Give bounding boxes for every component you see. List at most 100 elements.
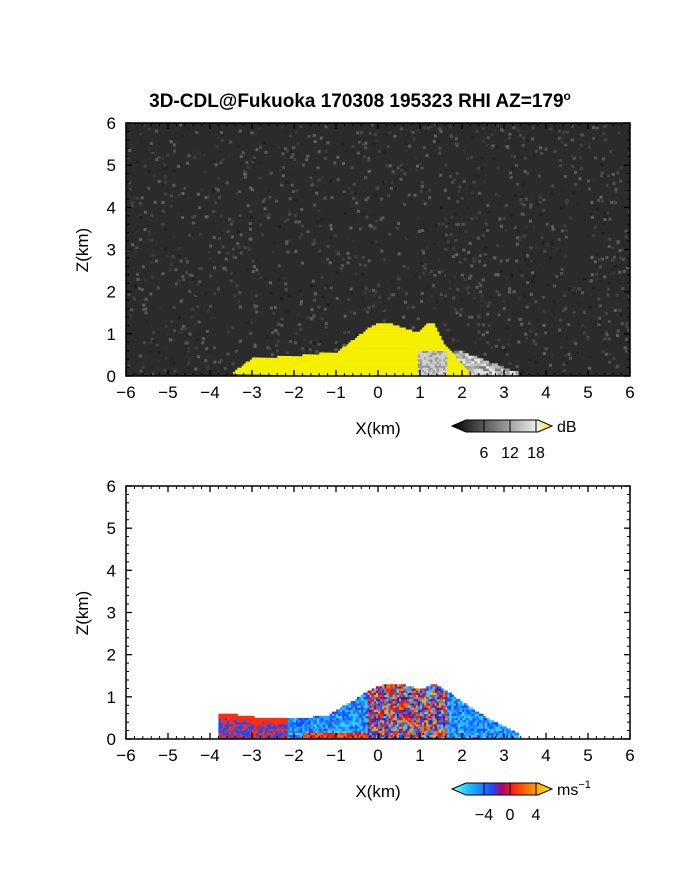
echo-pixel (279, 360, 282, 363)
noise-pixel (236, 242, 240, 246)
velocity-pixel (394, 715, 398, 719)
velocity-pixel (392, 690, 396, 693)
noise-pixel (372, 288, 376, 292)
echo-pixel (405, 365, 408, 368)
noise-pixel (503, 139, 507, 143)
echo-pixel (363, 348, 366, 351)
velocity-pixel (413, 713, 417, 717)
noise-pixel (572, 340, 576, 344)
noise-pixel (542, 146, 546, 150)
noise-pixel (362, 142, 366, 146)
velocity-pixel (365, 726, 368, 729)
velocity-pixel (228, 736, 232, 739)
velocity-pixel (413, 715, 417, 719)
echo-pixel (420, 359, 423, 362)
velocity-pixel (235, 736, 238, 739)
echo-pixel (409, 369, 413, 373)
echo-pixel (438, 365, 442, 368)
noise-pixel (608, 150, 612, 154)
velocity-pixel (392, 732, 396, 736)
echo-pixel (390, 371, 394, 375)
echo-pixel (291, 362, 295, 365)
velocity-pixel (359, 717, 362, 721)
velocity-pixel (386, 684, 389, 687)
velocity-pixel (224, 730, 228, 733)
velocity-pixel (386, 730, 389, 733)
echo-pixel (455, 359, 459, 362)
noise-pixel (608, 237, 612, 241)
echo-pixel (306, 364, 310, 368)
velocity-pixel (350, 730, 354, 733)
velocity-pixel (407, 722, 410, 725)
velocity-pixel (342, 722, 345, 725)
noise-pixel (560, 267, 564, 271)
velocity-pixel (340, 711, 343, 714)
velocity-pixel (409, 722, 413, 725)
echo-pixel (375, 325, 379, 328)
noise-pixel (220, 139, 224, 143)
velocity-pixel (275, 734, 278, 738)
noise-pixel (520, 194, 524, 198)
echo-pixel (329, 359, 333, 362)
noise-pixel (336, 252, 340, 256)
noise-pixel (287, 296, 291, 300)
echo-pixel (317, 362, 320, 366)
noise-pixel (329, 223, 333, 227)
echo-pixel (344, 346, 347, 349)
echo-pixel (296, 370, 299, 374)
noise-pixel (299, 300, 303, 304)
velocity-pixel (359, 707, 362, 710)
velocity-pixel (386, 715, 389, 719)
echo-pixel (426, 325, 429, 328)
echo-pixel (352, 369, 356, 373)
noise-pixel (218, 360, 222, 364)
echo-pixel (401, 357, 404, 360)
echo-pixel (407, 367, 410, 370)
echo-pixel (283, 362, 287, 365)
noise-pixel (544, 331, 548, 335)
velocity-pixel (340, 726, 343, 729)
noise-pixel (505, 144, 509, 148)
velocity-pixel (237, 730, 240, 733)
noise-pixel (156, 286, 160, 290)
echo-pixel (258, 368, 261, 371)
echo-pixel (432, 340, 436, 343)
velocity-pixel (294, 717, 297, 721)
velocity-pixel (382, 688, 385, 691)
noise-pixel (155, 123, 159, 127)
weak-echo-pixel (491, 373, 496, 376)
velocity-pixel (361, 720, 364, 723)
noise-pixel (306, 230, 310, 234)
velocity-pixel (382, 734, 385, 738)
weak-echo-pixel (494, 365, 498, 369)
velocity-pixel (231, 732, 234, 736)
echo-pixel (424, 338, 427, 341)
velocity-pixel (289, 724, 293, 727)
velocity-pixel (399, 690, 402, 693)
noise-pixel (251, 259, 255, 263)
echo-pixel (268, 372, 272, 375)
echo-pixel (401, 369, 404, 373)
echo-pixel (375, 352, 379, 356)
velocity-pixel (327, 730, 331, 733)
echo-pixel (365, 335, 368, 339)
velocity-pixel (390, 709, 394, 712)
noise-pixel (467, 250, 471, 254)
noise-pixel (284, 288, 288, 292)
echo-pixel (457, 367, 461, 370)
echo-pixel (252, 359, 255, 362)
echo-pixel (380, 323, 383, 326)
noise-pixel (130, 143, 134, 147)
noise-pixel (139, 369, 143, 373)
echo-pixel (434, 346, 438, 349)
echo-pixel (312, 373, 316, 376)
noise-pixel (455, 311, 459, 315)
noise-pixel (528, 358, 532, 362)
velocity-pixel (281, 736, 284, 739)
velocity-pixel (302, 726, 305, 729)
velocity-pixel (386, 686, 389, 689)
velocity-pixel (361, 732, 364, 736)
echo-pixel (396, 369, 400, 373)
noise-pixel (479, 198, 483, 202)
